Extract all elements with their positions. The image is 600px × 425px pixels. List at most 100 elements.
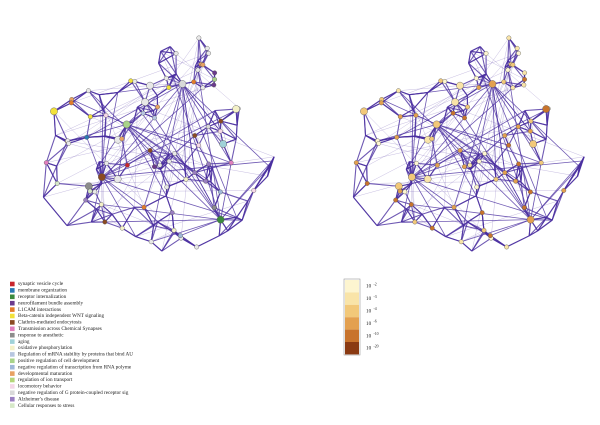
node — [429, 225, 435, 231]
edge — [436, 124, 509, 146]
edge — [378, 143, 465, 167]
edge — [96, 110, 216, 170]
node — [462, 164, 467, 170]
node — [413, 160, 419, 166]
legend-swatch — [10, 332, 15, 338]
node — [92, 189, 98, 195]
scale-base: 10 — [366, 284, 372, 290]
edge — [158, 62, 167, 79]
node — [173, 51, 179, 56]
edge — [352, 165, 368, 198]
node — [481, 227, 487, 233]
node — [513, 178, 518, 184]
edge — [158, 46, 171, 64]
legend-label: Regulation of mRNA stability by proteins… — [18, 351, 133, 358]
edge — [220, 120, 238, 126]
scale-base: 10 — [366, 296, 372, 302]
edge — [470, 50, 487, 54]
edge — [87, 90, 104, 110]
node — [192, 170, 198, 176]
node — [87, 188, 93, 194]
edge — [492, 83, 548, 218]
node — [527, 128, 533, 134]
scale-exponent: -3 — [374, 295, 377, 299]
edge — [467, 221, 485, 234]
node — [561, 188, 567, 193]
edge — [101, 176, 137, 237]
node — [177, 233, 183, 239]
edge — [161, 237, 182, 252]
legend-swatch — [10, 371, 15, 376]
legend-label: aging — [18, 339, 30, 345]
edge — [117, 124, 128, 180]
legend-swatch — [10, 390, 15, 396]
node — [353, 160, 359, 166]
node — [476, 158, 482, 164]
edge — [470, 51, 487, 75]
legend-swatch — [10, 345, 15, 351]
edge — [158, 62, 174, 77]
edge — [492, 83, 506, 173]
node — [476, 85, 482, 90]
node — [493, 176, 499, 182]
edge — [396, 116, 401, 138]
edge — [363, 111, 367, 136]
edge — [96, 208, 123, 229]
node — [203, 178, 208, 184]
edge — [411, 176, 445, 208]
edge — [169, 64, 202, 186]
edge — [376, 199, 397, 226]
node — [506, 35, 512, 41]
edge — [427, 124, 438, 180]
node — [487, 233, 493, 239]
node — [206, 161, 212, 167]
legend-label: Cellular responses to stress — [18, 403, 74, 409]
node — [103, 160, 109, 166]
edge — [410, 204, 416, 223]
edge — [68, 143, 155, 167]
scale-base: 10 — [366, 346, 372, 352]
edge — [406, 208, 423, 215]
node — [402, 189, 408, 195]
edge — [492, 83, 497, 180]
edge — [220, 162, 232, 220]
edge — [182, 83, 221, 132]
edge — [111, 213, 123, 229]
edge — [482, 76, 531, 220]
node — [205, 124, 211, 130]
edge — [86, 116, 91, 138]
edge — [431, 206, 446, 229]
edge — [214, 207, 237, 218]
node — [196, 142, 202, 148]
edge — [353, 183, 368, 198]
legend-label: Alzheimer's disease — [18, 396, 60, 402]
edge — [411, 109, 414, 178]
edge — [507, 69, 532, 220]
scale-base: 10 — [366, 333, 372, 339]
edge — [540, 139, 547, 163]
node — [211, 82, 217, 88]
edge — [71, 99, 127, 125]
node — [451, 204, 457, 210]
edge — [90, 114, 106, 118]
node — [192, 133, 198, 138]
edge — [166, 178, 187, 188]
edge — [169, 46, 177, 75]
node — [98, 202, 104, 207]
edge — [197, 47, 208, 62]
edge — [220, 191, 248, 202]
node — [196, 35, 202, 41]
node — [502, 133, 508, 138]
edge — [520, 167, 523, 182]
node — [103, 112, 109, 118]
edge — [86, 137, 103, 178]
edge — [42, 165, 58, 198]
edge — [91, 161, 170, 223]
node — [217, 128, 223, 134]
legend-swatch — [10, 396, 15, 402]
edge — [95, 124, 127, 170]
edge — [90, 109, 104, 118]
edge — [88, 81, 194, 91]
legend-swatch — [10, 384, 15, 389]
edge — [411, 110, 526, 178]
